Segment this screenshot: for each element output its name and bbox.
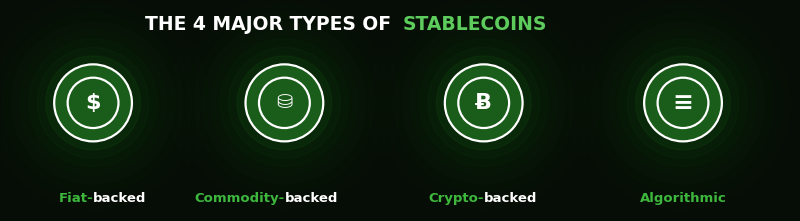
Text: ≡: ≡ — [673, 91, 694, 115]
Text: $: $ — [86, 93, 101, 113]
Circle shape — [259, 78, 310, 128]
Text: Algorithmic: Algorithmic — [640, 192, 726, 205]
Text: Crypto-: Crypto- — [428, 192, 484, 205]
Circle shape — [237, 56, 332, 150]
Circle shape — [37, 48, 149, 158]
Text: ⛁: ⛁ — [276, 93, 293, 112]
Circle shape — [644, 64, 722, 141]
Text: STABLECOINS: STABLECOINS — [402, 15, 546, 34]
Circle shape — [54, 64, 132, 141]
Text: backed: backed — [93, 192, 146, 205]
Circle shape — [229, 48, 340, 158]
Circle shape — [246, 64, 323, 141]
Circle shape — [68, 78, 118, 128]
Circle shape — [635, 56, 730, 150]
Text: Fiat-: Fiat- — [58, 192, 93, 205]
Circle shape — [428, 48, 540, 158]
Circle shape — [436, 56, 531, 150]
Circle shape — [627, 48, 739, 158]
Text: Commodity-: Commodity- — [194, 192, 285, 205]
Text: backed: backed — [285, 192, 338, 205]
Text: backed: backed — [484, 192, 537, 205]
Circle shape — [458, 78, 509, 128]
Circle shape — [658, 78, 709, 128]
Text: Ƀ: Ƀ — [475, 93, 492, 113]
Circle shape — [46, 56, 141, 150]
Text: THE 4 MAJOR TYPES OF: THE 4 MAJOR TYPES OF — [145, 15, 398, 34]
Circle shape — [445, 64, 522, 141]
